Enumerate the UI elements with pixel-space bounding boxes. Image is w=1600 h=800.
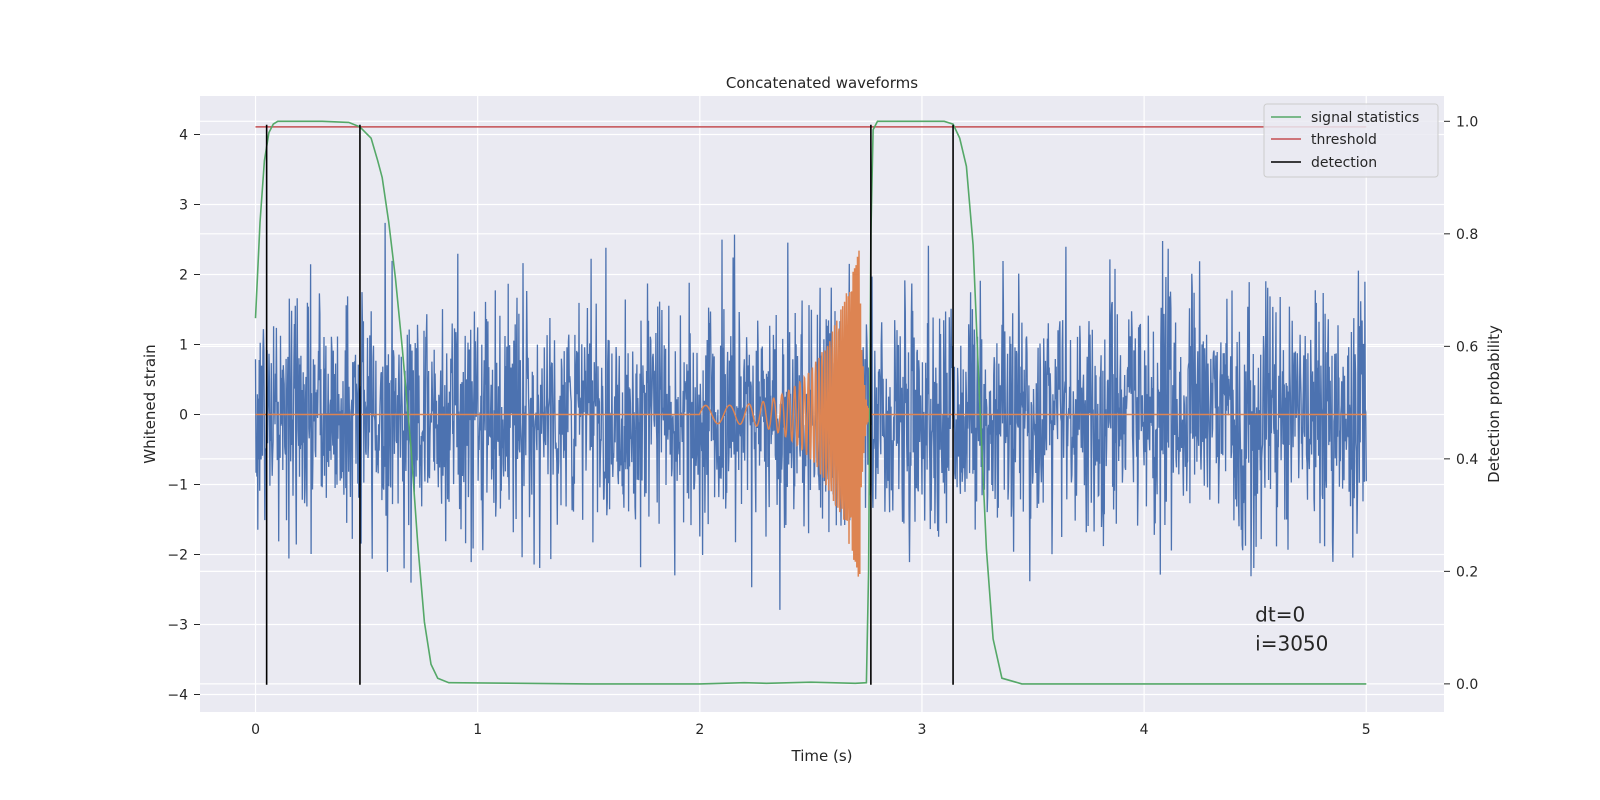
x-tick-label: 3 <box>918 722 927 738</box>
legend-label-signal-statistics: signal statistics <box>1311 110 1419 126</box>
y-tick-label: 0 <box>179 408 188 424</box>
x-axis-label: Time (s) <box>791 747 853 765</box>
detection-lines <box>265 124 954 685</box>
legend-label-threshold: threshold <box>1311 132 1377 148</box>
axis-ticks: 0 1 2 3 4 5 −4 −3 −2 −1 0 1 2 3 4 0.0 0.2 0.4 0.6 0.8 1.0 <box>167 114 1478 738</box>
y2-axis-label: Detection probability <box>1485 325 1503 483</box>
y2-tick-label: 1.0 <box>1456 114 1478 130</box>
y-tick-label: 3 <box>179 198 188 214</box>
legend-label-detection: detection <box>1311 155 1377 171</box>
y2-tick-label: 0.0 <box>1456 677 1478 693</box>
y2-tick-label: 0.6 <box>1456 339 1478 355</box>
y2-tick-label: 0.8 <box>1456 227 1478 243</box>
x-tick-label: 4 <box>1140 722 1149 738</box>
y2-tick-label: 0.4 <box>1456 452 1478 468</box>
x-tick-label: 0 <box>251 722 260 738</box>
y-tick-label: 1 <box>179 338 188 354</box>
chart-title: Concatenated waveforms <box>726 74 918 92</box>
y-tick-label: −4 <box>167 688 188 704</box>
annotation: dt=0 i=3050 <box>1255 603 1328 656</box>
legend: signal statistics threshold detection <box>1263 103 1439 178</box>
y-tick-label: −1 <box>167 478 188 494</box>
y2-tick-label: 0.2 <box>1456 564 1478 580</box>
x-tick-label: 2 <box>695 722 704 738</box>
y-tick-label: 2 <box>179 268 188 284</box>
chirp-line <box>255 250 1367 577</box>
legend-box <box>1263 103 1439 178</box>
y-axis-label: Whitened strain <box>141 344 159 463</box>
y-tick-label: −3 <box>167 618 188 634</box>
x-tick-label: 5 <box>1362 722 1371 738</box>
annotation-line-i: i=3050 <box>1255 632 1328 656</box>
x-tick-label: 1 <box>473 722 482 738</box>
series-signal-statistics <box>254 120 1367 685</box>
y-tick-label: −2 <box>167 548 188 564</box>
series-chirp <box>255 250 1367 577</box>
signal-statistics-line <box>254 120 1367 685</box>
y-tick-label: 4 <box>179 128 188 144</box>
annotation-line-dt: dt=0 <box>1255 603 1305 627</box>
